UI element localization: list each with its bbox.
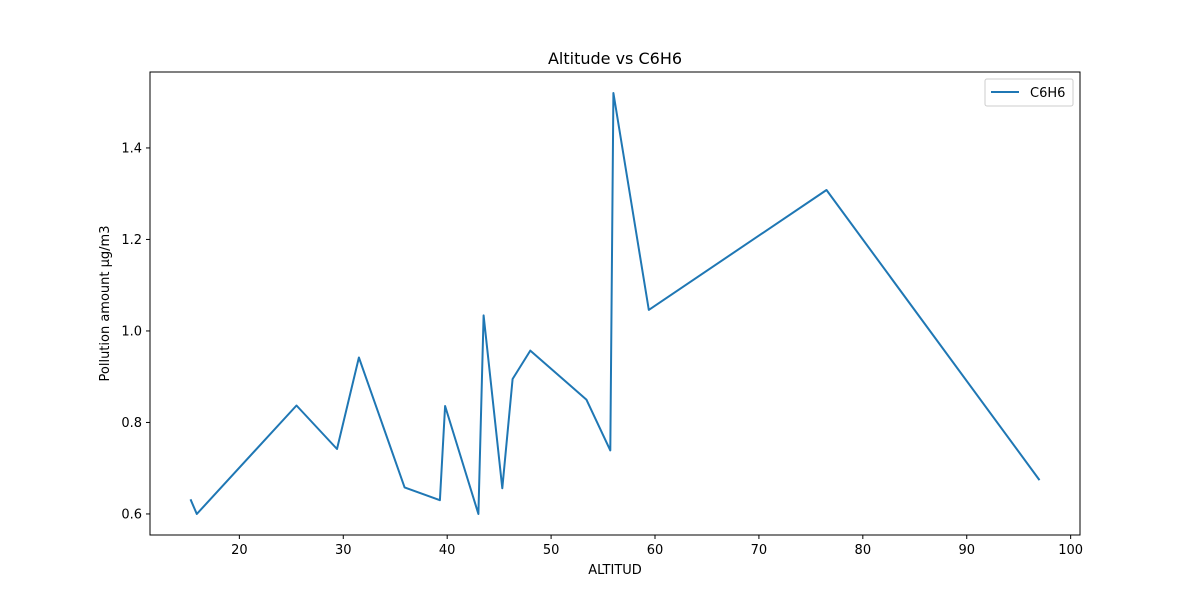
y-tick-label: 1.2 [121, 233, 142, 248]
x-tick-label: 20 [231, 543, 248, 558]
x-tick-label: 60 [647, 543, 664, 558]
y-tick-label: 1.0 [121, 324, 142, 339]
chart-title: Altitude vs C6H6 [548, 49, 682, 68]
x-tick-label: 40 [439, 543, 456, 558]
x-tick-label: 80 [855, 543, 872, 558]
x-tick-label: 100 [1058, 543, 1083, 558]
y-tick-label: 0.8 [121, 416, 142, 431]
legend: C6H6 [984, 78, 1074, 107]
x-tick-label: 70 [751, 543, 768, 558]
y-axis-label: Pollution amount µg/m3 [98, 226, 113, 382]
x-tick-label: 50 [543, 543, 560, 558]
legend-label: C6H6 [1030, 86, 1065, 101]
x-axis-label: ALTITUD [588, 563, 642, 578]
x-axis-ticks: 20 30 40 50 60 70 80 90 100 [231, 535, 1083, 558]
y-axis-ticks: 0.6 0.8 1.0 1.2 1.4 [121, 141, 150, 522]
y-tick-label: 1.4 [121, 141, 142, 156]
series-line-c6h6 [189, 92, 1041, 515]
plot-frame [149, 71, 1081, 536]
y-tick-label: 0.6 [121, 507, 142, 522]
legend-box [984, 78, 1074, 107]
x-tick-label: 30 [335, 543, 352, 558]
series-layer [189, 92, 1041, 515]
x-tick-label: 90 [958, 543, 975, 558]
